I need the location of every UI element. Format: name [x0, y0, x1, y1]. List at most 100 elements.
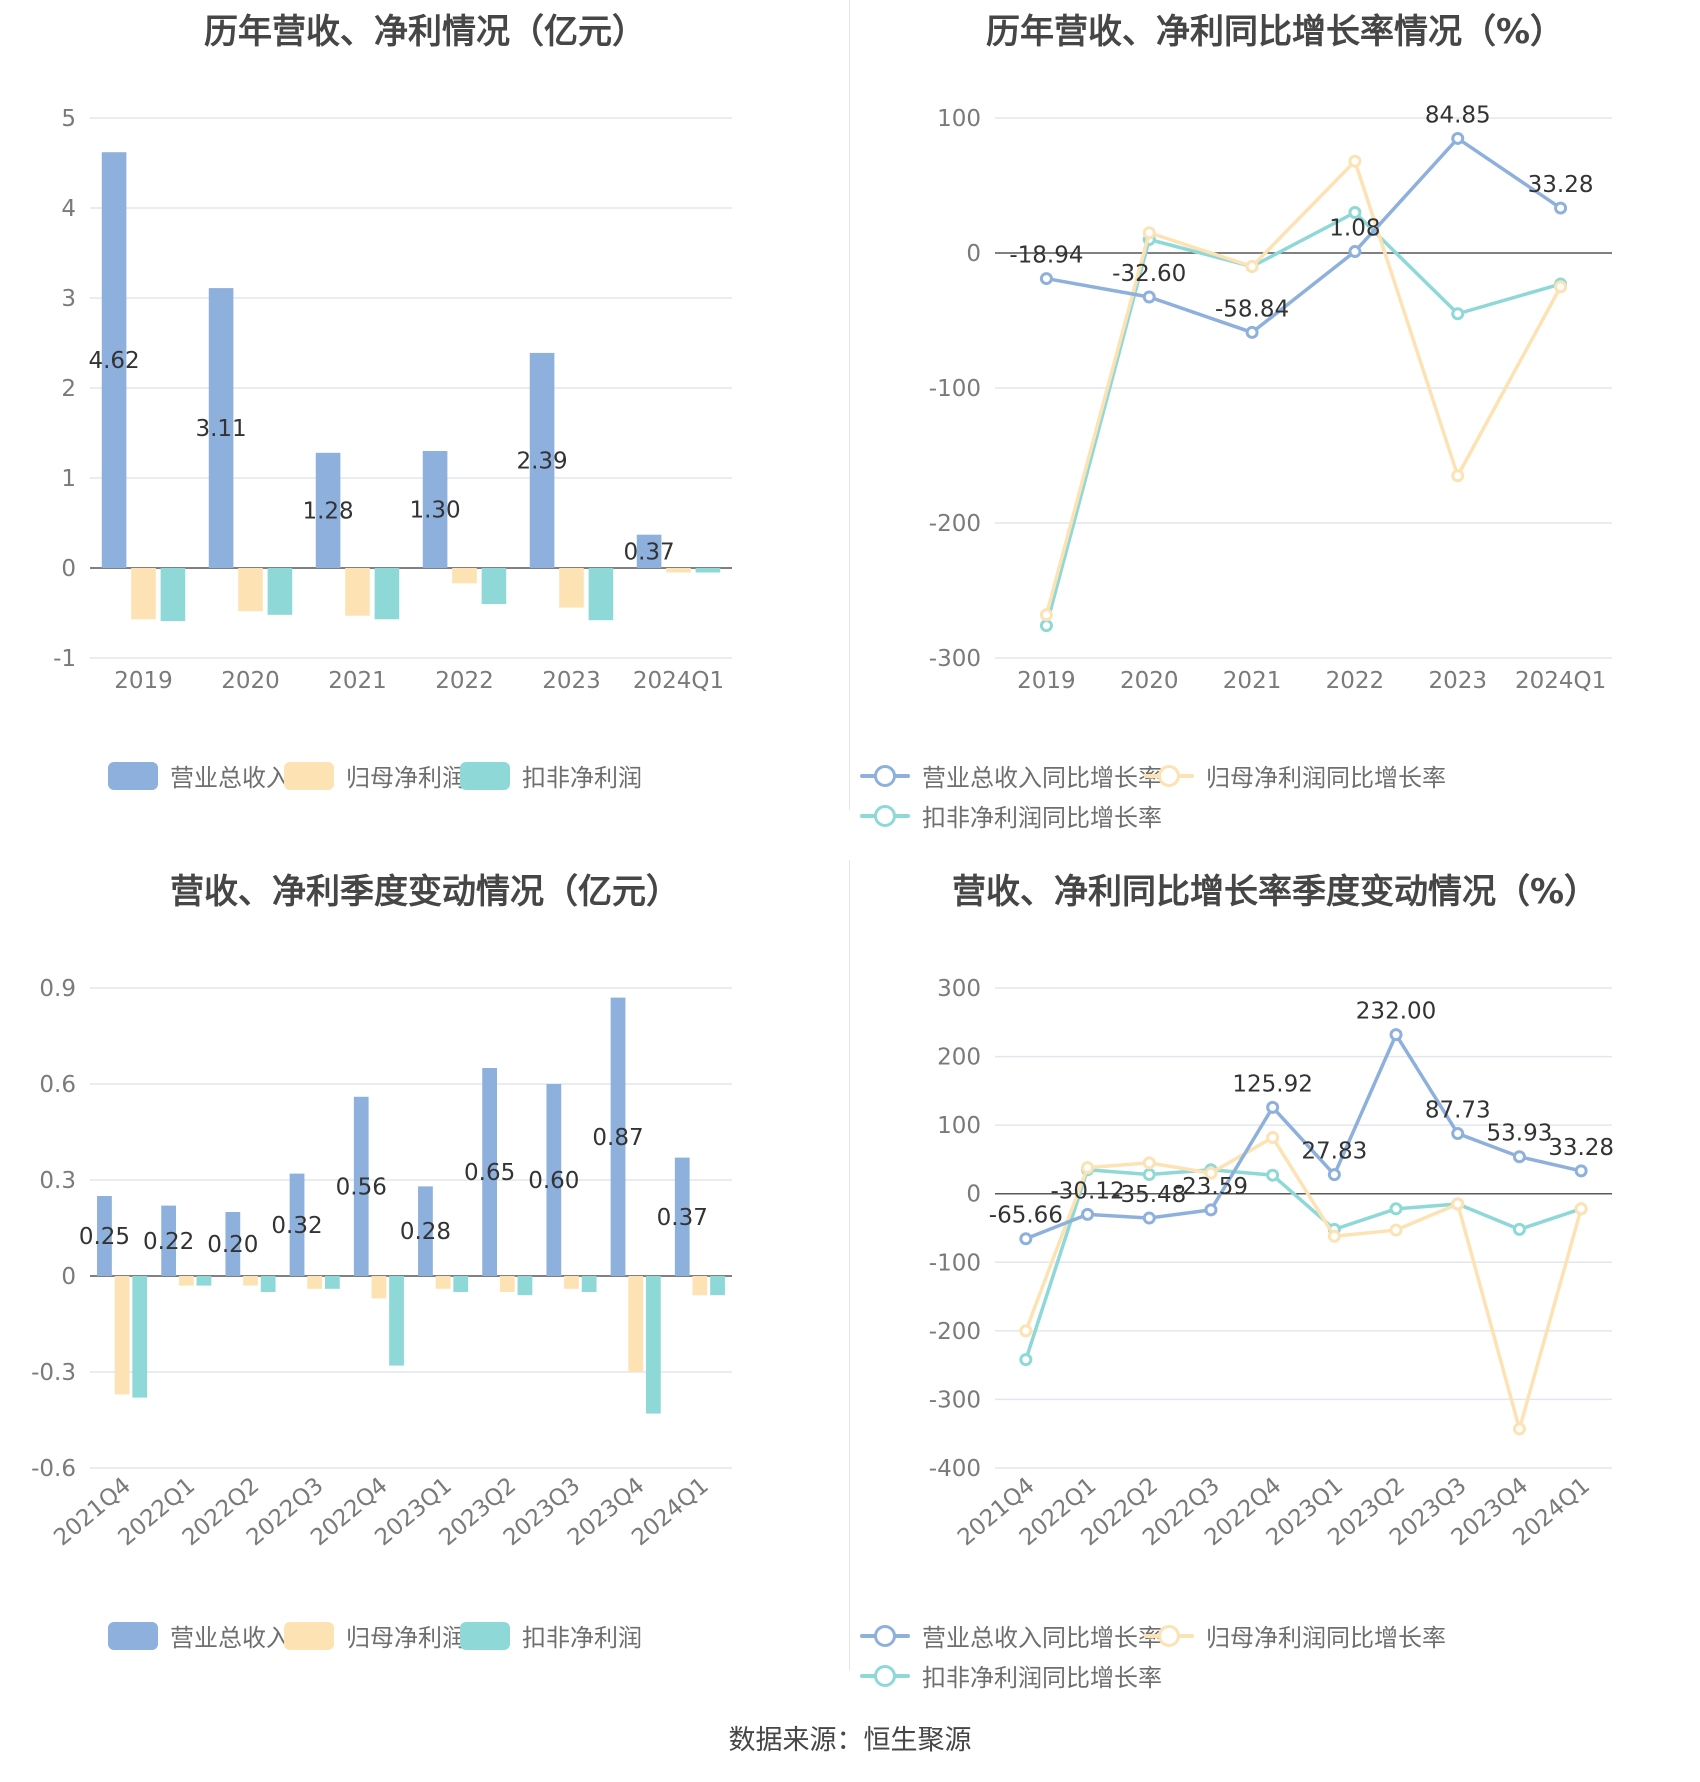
- x-axis: 2021Q42022Q12022Q22022Q32022Q42023Q12023…: [49, 1473, 713, 1552]
- data-label: 1.30: [409, 498, 460, 524]
- legend-item-0[interactable]: 营业总收入: [108, 758, 290, 793]
- legend-label: 营业总收入同比增长率: [922, 1624, 1162, 1652]
- y-tick-label: 300: [937, 976, 981, 1002]
- bar-2022q3-s0: [289, 1173, 305, 1276]
- legend-item-2[interactable]: 扣非净利润同比增长率: [860, 798, 1162, 833]
- bar-2021-s0: [315, 452, 341, 568]
- chart-title: 营收、净利同比增长率季度变动情况（%）: [951, 872, 1599, 912]
- marks: [1039, 131, 1568, 633]
- legend-item-2[interactable]: 扣非净利润: [460, 758, 642, 793]
- bar-2022-s0: [422, 451, 448, 568]
- legend-line-marker-icon: [860, 1662, 910, 1690]
- line-series-2: [1044, 210, 1562, 627]
- data-label: 1.08: [1329, 216, 1380, 242]
- point-2022q4-s0: [1266, 1100, 1280, 1114]
- legend-item-1[interactable]: 归母净利润同比增长率: [1144, 758, 1446, 793]
- y-tick-label: 4: [61, 196, 76, 222]
- data-label: 0.65: [464, 1160, 515, 1186]
- data-label: 1.28: [302, 498, 353, 524]
- data-label: 2.39: [516, 448, 567, 474]
- bar-2022q2-s0: [225, 1212, 241, 1276]
- legend-item-1[interactable]: 归母净利润同比增长率: [1144, 1618, 1446, 1653]
- bar-2023q2-s1: [499, 1276, 515, 1292]
- data-label: 4.62: [88, 348, 139, 374]
- x-tick-label: 2021: [328, 668, 387, 694]
- point-2019-s0: [1039, 272, 1053, 286]
- x-tick-label: 2019: [114, 668, 173, 694]
- point-2023q2-s2: [1389, 1202, 1403, 1216]
- legend-item-2[interactable]: 扣非净利润: [460, 1618, 642, 1653]
- y-tick-label: 0.3: [39, 1168, 76, 1194]
- data-label: 0.28: [400, 1219, 451, 1245]
- data-label: -35.48: [1112, 1182, 1186, 1208]
- point-2019-s2: [1039, 619, 1053, 633]
- legend-item-0[interactable]: 营业总收入同比增长率: [860, 758, 1162, 793]
- y-tick-label: 2: [61, 376, 76, 402]
- y-tick-label: 0: [61, 1264, 76, 1290]
- point-2021q4-s2: [1019, 1353, 1033, 1367]
- chart-title: 营收、净利季度变动情况（亿元）: [170, 872, 680, 912]
- x-tick-label: 2020: [1120, 668, 1179, 694]
- y-tick-label: -300: [929, 646, 981, 672]
- y-tick-label: 3: [61, 286, 76, 312]
- point-2022q3-s0: [1204, 1203, 1218, 1217]
- y-tick-label: 0.6: [39, 1072, 76, 1098]
- legend-item-0[interactable]: 营业总收入同比增长率: [860, 1618, 1162, 1653]
- data-labels: -18.94 -32.60 -58.84 1.08 84.85 33.28: [1009, 102, 1593, 322]
- bar-2023q3-s1: [564, 1276, 579, 1289]
- y-tick-label: 1: [61, 466, 76, 492]
- line-series-0: [1046, 136, 1562, 335]
- legend-swatch: [460, 1621, 510, 1650]
- data-label: 53.93: [1487, 1121, 1553, 1147]
- point-2022q4-s1: [1266, 1130, 1280, 1144]
- panel-annual-growth: 历年营收、净利同比增长率情况（%） 100 0 -100 -200 -300 2019 20…: [850, 0, 1700, 860]
- point-2022q2-s0: [1142, 1211, 1156, 1225]
- panel-annual-revenue-profit: 历年营收、净利情况（亿元） 5 4 3 2 1 0 -1 2019 2020 2021 2022 20…: [0, 0, 850, 860]
- panel-quarterly-growth: 营收、净利同比增长率季度变动情况（%） 300 200 100 0 -100 -200 -3…: [850, 860, 1700, 1720]
- legend-item-2[interactable]: 扣非净利润同比增长率: [860, 1658, 1162, 1693]
- y-tick-label: -100: [929, 1250, 981, 1276]
- x-tick-label: 2024Q1: [633, 668, 724, 694]
- bar-2021q4-s0: [97, 1196, 112, 1276]
- point-2023-s2: [1451, 307, 1465, 321]
- y-tick-label: 5: [61, 106, 76, 132]
- bar-2022q3-s2: [324, 1276, 340, 1289]
- point-2023-s1: [1451, 469, 1465, 483]
- bar-2022q4-s1: [371, 1276, 387, 1299]
- legend-label: 扣非净利润: [522, 764, 642, 792]
- data-label: 0.25: [79, 1224, 130, 1250]
- line-series-0: [1025, 1032, 1582, 1241]
- legend-item-0[interactable]: 营业总收入: [108, 1618, 290, 1653]
- legend-item-1[interactable]: 归母净利润: [284, 1618, 466, 1653]
- bar-2019-s2: [160, 568, 186, 622]
- bar-2021-s1: [345, 568, 370, 616]
- data-label: 0.56: [336, 1174, 387, 1200]
- legend-swatch: [108, 1621, 158, 1650]
- bar-2021-s2: [374, 568, 400, 620]
- legend-label: 扣非净利润: [522, 1624, 642, 1652]
- bar-2020-s0: [208, 288, 234, 568]
- legend-label: 扣非净利润同比增长率: [922, 804, 1162, 832]
- annual-line-chart: 100 0 -100 -200 -300 2019 2020 2021 2022 2023 2024…: [929, 102, 1612, 694]
- point-2022q2-s2: [1142, 1168, 1156, 1182]
- y-tick-label: -400: [929, 1456, 981, 1482]
- bar-2022-s1: [452, 568, 477, 584]
- bar-2024q1-s0: [674, 1157, 690, 1276]
- bar-2021q4-s2: [132, 1276, 148, 1398]
- legend-item-1[interactable]: 归母净利润: [284, 758, 466, 793]
- bar-2019-s0: [101, 152, 127, 568]
- y-tick-label: -100: [929, 376, 981, 402]
- point-2024q1-s1: [1554, 280, 1568, 294]
- line-series-2: [1024, 1167, 1582, 1361]
- bar-2020-s2: [267, 568, 293, 615]
- y-tick-label: 200: [937, 1045, 981, 1071]
- annual-bar-chart: 5 4 3 2 1 0 -1 2019 2020 2021 2022 2023 2024Q1 4.62 3.…: [53, 106, 732, 694]
- marks: [97, 997, 725, 1414]
- y-tick-label: -0.6: [31, 1456, 76, 1482]
- legend-line-marker-icon: [860, 762, 910, 790]
- data-labels: 0.25 0.22 0.20 0.32 0.56 0.28 0.65 0.60 0.87 0.37: [79, 1125, 708, 1258]
- bar-2024q1-s1: [692, 1276, 708, 1296]
- data-label: 3.11: [195, 416, 246, 442]
- legend-line-marker-icon: [1144, 762, 1194, 790]
- legend-swatch: [460, 761, 510, 790]
